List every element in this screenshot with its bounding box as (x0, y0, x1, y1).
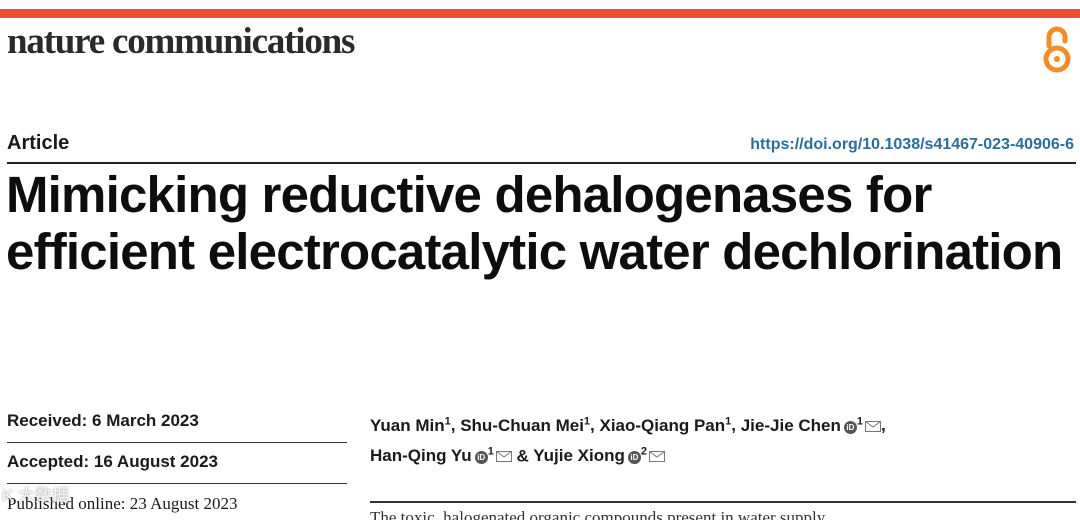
received-date: Received: 6 March 2023 (7, 411, 199, 430)
open-access-icon (1043, 26, 1071, 73)
published-date: Published online: 23 August 2023 (7, 494, 238, 513)
email-icon[interactable] (865, 420, 881, 432)
accepted-date-row: Accepted: 16 August 2023 (7, 443, 347, 484)
abstract-divider (370, 501, 1076, 503)
email-icon[interactable] (649, 451, 665, 463)
abstract-text: The toxic, halogenated organic compounds… (370, 508, 826, 520)
orcid-icon[interactable]: iD (843, 420, 857, 434)
received-date-row: Received: 6 March 2023 (7, 402, 347, 443)
accent-bar (0, 9, 1080, 18)
author[interactable]: Yujie Xiong iD2 (533, 446, 665, 465)
publication-dates: Received: 6 March 2023 Accepted: 16 Augu… (7, 402, 347, 525)
author-list: Yuan Min1, Shu-Chuan Mei1, Xiao-Qiang Pa… (370, 415, 886, 466)
watermark: K 大数据 (2, 486, 70, 505)
journal-name: nature communications (7, 21, 355, 62)
header-divider (7, 162, 1076, 164)
author[interactable]: Yuan Min1 (370, 415, 451, 435)
email-icon[interactable] (495, 451, 512, 463)
orcid-icon[interactable]: iD (627, 451, 641, 465)
published-date-row: Published online: 23 August 2023 (7, 484, 347, 525)
author[interactable]: Han-Qing Yu iD1 (370, 446, 512, 465)
accepted-date: Accepted: 16 August 2023 (7, 452, 218, 471)
author[interactable]: Xiao-Qiang Pan1 (599, 415, 732, 435)
author[interactable]: Jie-Jie Chen iD1 (741, 415, 881, 435)
author[interactable]: Shu-Chuan Mei1 (460, 415, 591, 435)
doi-link[interactable]: https://doi.org/10.1038/s41467-023-40906… (750, 136, 1074, 153)
article-type: Article (7, 132, 70, 154)
orcid-icon[interactable]: iD (474, 451, 488, 465)
article-title: Mimicking reductive dehalogenases for ef… (6, 166, 1063, 280)
